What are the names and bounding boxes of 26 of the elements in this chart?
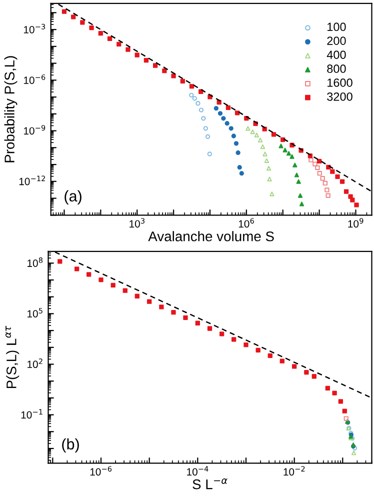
x-tick-label: 10$^{−4}$ xyxy=(187,466,208,476)
y-tick-label: 10$^{2}$ xyxy=(28,358,42,368)
x-axis-title: Avalanche volume S xyxy=(148,231,274,242)
x-tick-label: 10$^{9}$ xyxy=(348,218,364,228)
x-tick-label: 10$^{−2}$ xyxy=(284,466,305,476)
annotation: (b) xyxy=(62,438,79,453)
y-tick-label: 10$^{−3}$ xyxy=(24,24,46,34)
y-axis-title: Probability P(S,L) xyxy=(4,56,18,162)
x-tick-label: 10$^{3}$ xyxy=(130,218,145,228)
y-tick-label: 10$^{−1}$ xyxy=(21,409,42,419)
legend-label: 100 xyxy=(328,22,346,32)
y-tick-label: 10$^{−9}$ xyxy=(24,125,46,135)
y-tick-label: 10$^{8}$ xyxy=(28,257,43,267)
legend-label: 1600 xyxy=(328,78,352,87)
legend-label: 3200 xyxy=(327,92,352,101)
x-tick-label: 10$^{6}$ xyxy=(238,218,254,228)
y-tick-label: 10$^{−12}$ xyxy=(19,176,45,186)
legend-label: 400 xyxy=(326,50,346,59)
y-tick-label: 10$^{−6}$ xyxy=(24,74,46,84)
annotation: (a) xyxy=(64,190,82,205)
legend-label: 800 xyxy=(327,64,346,73)
x-axis-title: S L$^{−α}$ xyxy=(192,478,228,490)
x-tick-label: 10$^{−6}$ xyxy=(90,466,112,476)
y-tick-label: 10$^{5}$ xyxy=(28,308,42,318)
y-axis-title: P(S,L) L$^{ατ}$ xyxy=(5,326,20,388)
legend-label: 200 xyxy=(327,36,346,46)
